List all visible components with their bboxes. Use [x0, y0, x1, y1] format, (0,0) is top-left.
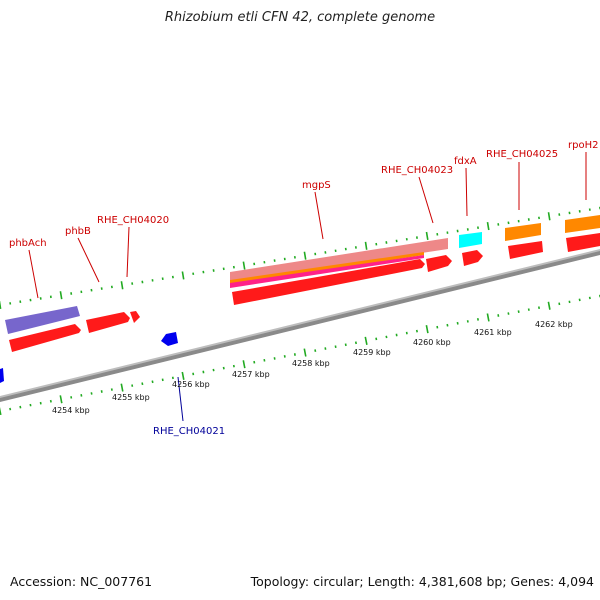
- lower-tick-mark: [547, 301, 551, 310]
- lower-tick-track: [0, 294, 600, 416]
- genome-backbone: [0, 250, 600, 402]
- leader-fdxA: [465, 167, 468, 217]
- lower-tick-mark: [507, 312, 510, 315]
- leader-phbAch: [28, 249, 39, 299]
- gene-fdxA-trna[interactable]: [459, 232, 482, 248]
- gene-labels: phbAch phbB RHE_CH04020 mgpS RHE_CH04023…: [9, 140, 598, 437]
- upper-tick-mark: [303, 251, 307, 260]
- upper-tick-mark: [0, 300, 2, 309]
- label-mgpS[interactable]: mgpS: [302, 180, 331, 191]
- label-leaders: [28, 152, 587, 422]
- upper-tick-mark: [547, 212, 551, 221]
- lower-tick-mark: [476, 318, 479, 321]
- reverse-features: [0, 332, 178, 383]
- map-title: Rhizobium etli CFN 42, complete genome: [164, 10, 436, 25]
- label-RHE_CH04020[interactable]: RHE_CH04020: [97, 215, 169, 226]
- lower-tick-mark: [59, 395, 63, 404]
- label-RHE_CH04023[interactable]: RHE_CH04023: [381, 165, 453, 176]
- lower-tick-mark: [181, 371, 185, 380]
- gene-RHE_CH04025-misc[interactable]: [505, 223, 541, 241]
- lower-tick-mark: [0, 407, 2, 416]
- lower-tick-mark: [364, 336, 368, 345]
- label-phbAch[interactable]: phbAch: [9, 238, 47, 249]
- lower-tick-mark: [212, 368, 215, 372]
- lower-tick-mark: [314, 349, 317, 352]
- gene-mgpS-cds[interactable]: [232, 259, 425, 305]
- gene-RHE_CH04020-cds[interactable]: [130, 311, 140, 323]
- upper-tick-mark: [59, 291, 63, 300]
- label-fdxA[interactable]: fdxA: [454, 156, 477, 167]
- label-rpoH2[interactable]: rpoH2: [568, 140, 598, 151]
- gene-phbAch-cds[interactable]: [9, 324, 81, 352]
- kbp-label: 4256 kbp: [172, 380, 210, 389]
- lower-tick-mark: [120, 383, 124, 392]
- upper-tick-mark: [364, 241, 368, 250]
- gene-RHE_CH04023-cds[interactable]: [426, 255, 452, 272]
- upper-tick-mark: [120, 281, 124, 290]
- leader-RHE_CH04021: [177, 376, 184, 422]
- kbp-label: 4258 kbp: [292, 359, 330, 368]
- lower-tick-mark: [588, 296, 591, 300]
- upper-tick-mark: [486, 221, 490, 231]
- gene-RHE_CH04021-cds[interactable]: [161, 332, 178, 346]
- gene-phbAch-rna[interactable]: [5, 306, 80, 334]
- gene-mgpS-pseudo[interactable]: [230, 238, 448, 282]
- upper-tick-mark: [425, 231, 429, 241]
- kbp-label: 4254 kbp: [52, 406, 90, 415]
- lower-tick-mark: [415, 329, 418, 333]
- kbp-label: 4259 kbp: [353, 348, 391, 357]
- leader-phbB: [77, 237, 100, 283]
- lower-tick-mark: [303, 348, 307, 357]
- lower-tick-mark: [9, 407, 12, 411]
- kbp-label: 4262 kbp: [535, 320, 573, 329]
- lower-tick-mark: [385, 335, 388, 339]
- lower-tick-mark: [141, 382, 144, 386]
- label-phbB[interactable]: phbB: [65, 226, 91, 237]
- gene-fdxA-cds[interactable]: [462, 250, 483, 266]
- lower-tick-mark: [151, 380, 154, 384]
- lower-tick-mark: [242, 360, 246, 369]
- lower-tick-mark: [446, 323, 449, 327]
- lower-tick-mark: [425, 325, 429, 334]
- gene-phbB-cds[interactable]: [86, 312, 130, 333]
- lower-tick-mark: [283, 355, 286, 358]
- leader-RHE_CH04023: [418, 176, 434, 224]
- gene-RHE_CH04025-cds[interactable]: [508, 241, 543, 259]
- gene-left-edge-cds[interactable]: [0, 368, 4, 383]
- kbp-label: 4257 kbp: [232, 370, 270, 379]
- label-RHE_CH04025[interactable]: RHE_CH04025: [486, 149, 558, 160]
- genome-backbone-highlight: [0, 249, 600, 398]
- accession-text: Accession: NC_007761: [10, 574, 153, 589]
- lower-tick-mark: [517, 310, 520, 313]
- label-RHE_CH04021[interactable]: RHE_CH04021: [153, 426, 225, 437]
- upper-tick-mark: [242, 261, 246, 270]
- kbp-label: 4255 kbp: [112, 393, 150, 402]
- gene-rpoH2-misc[interactable]: [565, 215, 600, 233]
- lower-tick-mark: [253, 360, 256, 364]
- forward-features: [5, 215, 600, 352]
- lower-tick-mark: [80, 394, 83, 397]
- lower-tick-mark: [578, 298, 581, 302]
- lower-tick-mark: [222, 366, 225, 370]
- lower-tick-mark: [110, 388, 113, 391]
- lower-tick-mark: [344, 343, 347, 347]
- kbp-label: 4260 kbp: [413, 338, 451, 347]
- gene-rpoH2-cds[interactable]: [566, 233, 600, 252]
- upper-tick-mark: [181, 271, 185, 280]
- lower-tick-mark: [456, 321, 459, 325]
- gene-mgpS-rna[interactable]: [230, 255, 424, 288]
- genome-summary-text: Topology: circular; Length: 4,381,608 bp…: [250, 574, 594, 589]
- lower-tick-mark: [486, 313, 490, 322]
- leader-RHE_CH04020: [126, 226, 130, 278]
- kbp-label: 4261 kbp: [474, 328, 512, 337]
- leader-mgpS: [314, 191, 324, 240]
- lower-tick-mark: [49, 399, 52, 403]
- lower-tick-mark: [354, 341, 357, 345]
- lower-tick-mark: [375, 337, 378, 341]
- lower-tick-mark: [19, 405, 22, 409]
- kbp-scale-labels: 4254 kbp 4255 kbp 4256 kbp 4257 kbp 4258…: [52, 320, 573, 415]
- lower-tick-mark: [90, 392, 93, 395]
